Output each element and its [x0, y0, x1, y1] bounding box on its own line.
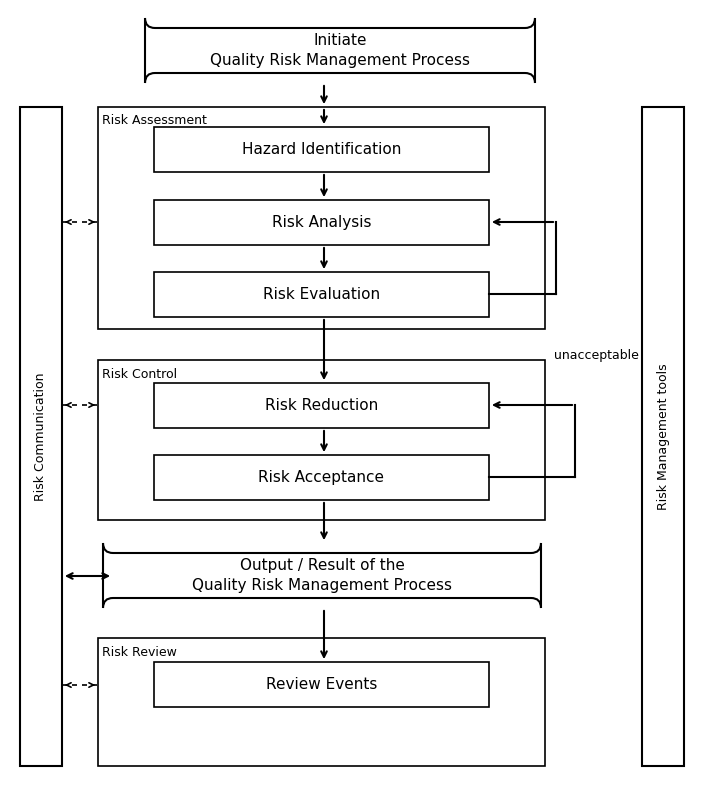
Bar — [98, 638, 545, 766]
FancyBboxPatch shape — [145, 18, 535, 83]
Text: Initiate
Quality Risk Management Process: Initiate Quality Risk Management Process — [210, 33, 470, 68]
Text: Risk Management tools: Risk Management tools — [656, 363, 670, 510]
Text: Risk Evaluation: Risk Evaluation — [263, 287, 380, 302]
Text: Risk Assessment: Risk Assessment — [102, 114, 207, 127]
Text: Risk Acceptance: Risk Acceptance — [258, 470, 385, 485]
Bar — [20, 107, 62, 766]
Bar — [154, 662, 489, 707]
Bar — [154, 127, 489, 172]
Bar — [98, 360, 545, 520]
Bar — [154, 200, 489, 245]
Bar — [642, 107, 684, 766]
Bar — [154, 272, 489, 317]
Text: Hazard Identification: Hazard Identification — [242, 142, 401, 157]
Text: Risk Review: Risk Review — [102, 646, 177, 659]
FancyBboxPatch shape — [103, 543, 541, 608]
Text: Review Events: Review Events — [266, 677, 377, 692]
Text: unacceptable: unacceptable — [554, 350, 639, 363]
Text: Risk Analysis: Risk Analysis — [272, 215, 371, 230]
Text: Output / Result of the
Quality Risk Management Process: Output / Result of the Quality Risk Mana… — [192, 558, 452, 593]
Text: Risk Reduction: Risk Reduction — [265, 398, 378, 413]
Bar — [154, 455, 489, 500]
Bar — [154, 383, 489, 428]
Text: Risk Control: Risk Control — [102, 367, 177, 380]
Bar — [98, 107, 545, 329]
Text: Risk Communication: Risk Communication — [34, 372, 48, 500]
